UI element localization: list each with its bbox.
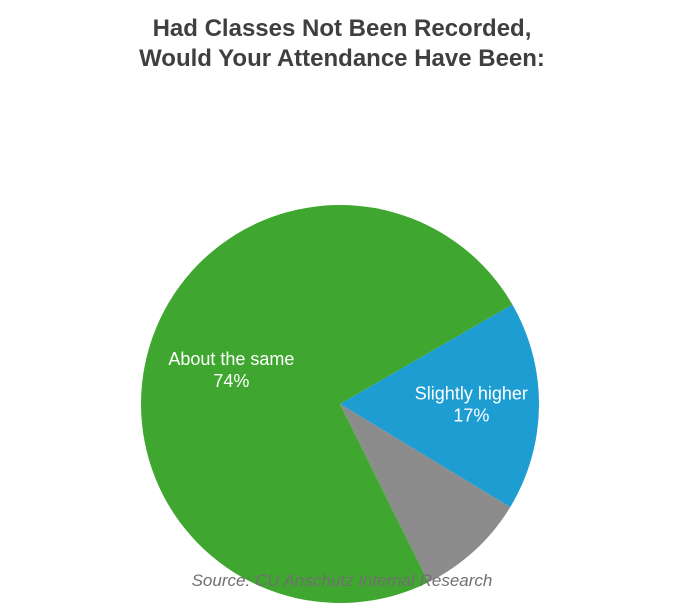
title-line-1: Had Classes Not Been Recorded, [0, 14, 684, 44]
chart-title: Had Classes Not Been Recorded, Would You… [0, 0, 684, 74]
source-caption: Source: CU Anschutz Internal Research [0, 571, 684, 591]
chart-container: Had Classes Not Been Recorded, Would You… [0, 0, 684, 613]
title-line-2: Would Your Attendance Have Been: [0, 44, 684, 74]
pie-chart: Slightly higher17%About the same74% [0, 74, 684, 613]
